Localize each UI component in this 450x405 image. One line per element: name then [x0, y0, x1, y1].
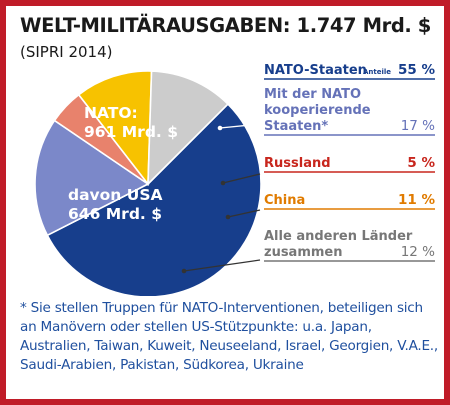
inner-label-0-line-0: NATO:: [84, 104, 138, 122]
pie-slice-3: [77, 70, 153, 187]
chart-source: (SIPRI 2014): [20, 43, 113, 61]
slice-pointer-1: [219, 123, 262, 129]
inner-label-0-line-1: 961 Mrd. $: [84, 123, 178, 141]
slice-pointer-3: [227, 209, 261, 218]
infographic-frame: WELT-MILITÄRAUSGABEN: 1.747 Mrd. $ (SIPR…: [6, 6, 444, 399]
slice-label-1-line-0: Mit der NATO: [264, 87, 361, 102]
slice-pointer-dot-4: [181, 268, 187, 274]
slice-label-1-line-1: kooperierende: [264, 103, 371, 118]
slice-label-4-line-0: Alle anderen Länder: [264, 229, 413, 244]
pie-slice-1: [34, 119, 150, 237]
slice-pointer-2: [222, 173, 261, 184]
slice-label-3-line-0: China: [264, 193, 305, 208]
slice-pointer-dot-2: [220, 180, 226, 186]
slice-value-0: 55 %: [398, 62, 435, 78]
inner-label-1-line-0: davon USA: [68, 186, 162, 204]
slice-value-3: 11 %: [398, 192, 435, 208]
slice-value-4: 12 %: [401, 244, 435, 260]
slice-value-2: 5 %: [407, 155, 435, 171]
footnote: * Sie stellen Truppen für NATO-Intervent…: [20, 300, 438, 373]
slice-pointer-dot-0: [210, 80, 216, 86]
slice-label-4-line-1: zusammen: [264, 245, 343, 260]
slice-value-1: 17 %: [401, 118, 435, 134]
inner-label-1-line-1: 646 Mrd. $: [68, 205, 162, 223]
slice-pointer-dot-3: [225, 214, 231, 220]
slice-label-1-line-2: Staaten*: [264, 119, 328, 134]
slice-label-2-line-0: Russland: [264, 156, 331, 171]
pie-slice-4: [147, 70, 230, 186]
slice-pointer-dot-1: [217, 125, 223, 131]
pie-slice-0: [46, 102, 262, 296]
slice-pointer-4: [183, 259, 261, 272]
chart-title: WELT-MILITÄRAUSGABEN: 1.747 Mrd. $: [20, 14, 431, 37]
share-heading: Anteile: [363, 68, 391, 76]
slice-label-0-line-0: NATO-Staaten: [264, 63, 367, 78]
